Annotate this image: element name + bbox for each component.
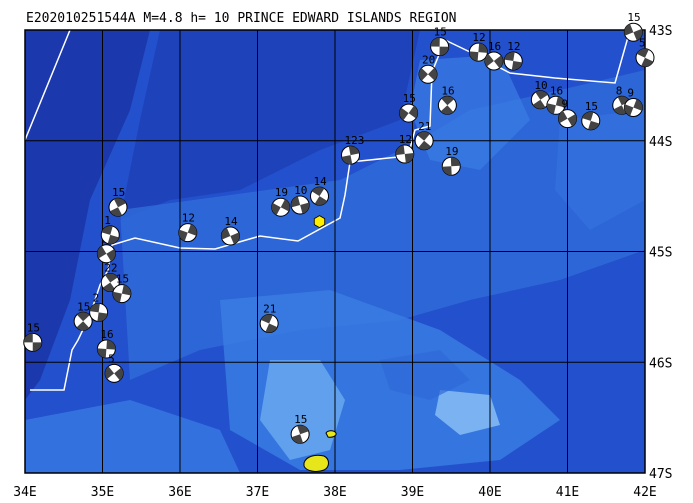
focal-mechanism[interactable]: 16: [437, 84, 457, 115]
focal-mechanism[interactable]: 15: [623, 11, 643, 42]
lat-tick-label: 45S: [649, 246, 672, 261]
prince-edward-island: [325, 430, 337, 438]
lon-tick-label: 42E: [633, 485, 656, 500]
event-depth-label: 9: [627, 87, 634, 100]
lon-tick-label: 38E: [323, 485, 346, 500]
event-depth-label: 15: [585, 100, 598, 113]
event-depth-label: 16: [550, 84, 563, 97]
map-frame: [24, 29, 646, 474]
focal-mechanism[interactable]: 16: [546, 84, 566, 115]
event-depth-label: 15: [27, 321, 40, 334]
focal-mechanism[interactable]: 16: [96, 328, 116, 359]
event-depth-label: 12: [507, 40, 520, 53]
lon-tick-label: 39E: [401, 485, 424, 500]
event-depth-label: 15: [627, 11, 640, 24]
lat-tick-label: 46S: [649, 356, 672, 371]
event-depth-label: 16: [488, 40, 501, 53]
focal-mechanisms: 1515165222151115121421151910141231512211…: [23, 11, 655, 444]
event-depth-label: 15: [112, 186, 125, 199]
lon-tick-label: 34E: [13, 485, 36, 500]
focal-mechanism[interactable]: 22: [100, 262, 120, 293]
focal-mechanism[interactable]: 14: [310, 175, 329, 206]
focal-mechanism[interactable]: 9: [623, 87, 643, 118]
focal-mechanism[interactable]: 5: [104, 352, 124, 383]
focal-mechanism[interactable]: 15: [73, 300, 93, 331]
focal-mechanism[interactable]: 15: [399, 92, 419, 123]
focal-mechanism[interactable]: 12: [395, 133, 415, 164]
event-depth-label: 20: [422, 53, 435, 66]
focal-mechanism[interactable]: 15: [290, 413, 310, 444]
focal-mechanism[interactable]: 15: [23, 321, 43, 352]
event-depth-label: 1: [104, 214, 111, 227]
focal-mechanism[interactable]: 12: [178, 212, 198, 243]
event-depth-label: 10: [294, 184, 307, 197]
focal-mechanism[interactable]: 2: [89, 291, 109, 322]
graticule: [25, 30, 645, 473]
event-depth-label: 12: [399, 133, 412, 146]
islands: [303, 430, 337, 472]
event-depth-label: 123: [345, 134, 365, 147]
event-depth-label: 19: [445, 145, 458, 158]
event-depth-label: 9: [562, 98, 569, 111]
focal-mechanism[interactable]: 15: [108, 186, 128, 217]
latitude-labels: 43S 44S 45S 46S 47S: [649, 24, 672, 482]
focal-mechanism[interactable]: 15: [581, 100, 601, 131]
lat-tick-label: 44S: [649, 135, 672, 150]
plate-boundary: [24, 29, 71, 141]
event-depth-label: 2: [93, 291, 100, 304]
epicenter-hexagon-icon: [313, 215, 326, 229]
event-depth-label: 8: [616, 84, 623, 97]
event-depth-label: 16: [100, 328, 113, 341]
event-depth-label: 14: [314, 175, 328, 188]
event-depth-label: 12: [182, 212, 195, 225]
lon-tick-label: 36E: [168, 485, 191, 500]
lat-tick-label: 43S: [649, 24, 672, 39]
event-depth-label: 14: [224, 215, 238, 228]
event-depth-label: 15: [294, 413, 307, 426]
lon-tick-label: 41E: [556, 485, 579, 500]
map-title: E202010251544A M=4.8 h= 10 PRINCE EDWARD…: [26, 11, 456, 26]
event-depth-label: 15: [434, 26, 447, 39]
event-depth-label: 10: [534, 79, 547, 92]
focal-mechanism[interactable]: 14: [220, 215, 240, 246]
focal-mechanism[interactable]: 123: [341, 134, 365, 165]
longitude-labels: 34E 35E 36E 37E 38E 39E 40E 41E 42E: [13, 485, 656, 500]
focal-mechanism[interactable]: 9: [558, 98, 577, 129]
lat-tick-label: 47S: [649, 467, 672, 482]
event-depth-label: 15: [116, 273, 129, 286]
lon-tick-label: 40E: [478, 485, 501, 500]
event-depth-label: 15: [403, 92, 416, 105]
event-depth-label: 5: [108, 352, 115, 365]
event-depth-label: 21: [263, 302, 276, 315]
event-depth-label: 5: [639, 37, 646, 50]
event-depth-label: 12: [472, 31, 485, 44]
focal-mechanism[interactable]: 21: [414, 120, 434, 151]
focal-mechanism[interactable]: 19: [441, 145, 461, 176]
focal-mechanism[interactable]: 19: [271, 186, 291, 217]
focal-mechanism[interactable]: 20: [418, 53, 438, 84]
lon-tick-label: 37E: [246, 485, 269, 500]
event-depth-label: 15: [77, 300, 90, 313]
focal-mechanism[interactable]: 15: [430, 26, 450, 57]
focal-mechanism[interactable]: 21: [259, 302, 279, 333]
focal-mechanism[interactable]: 16: [484, 40, 504, 71]
focal-mechanism[interactable]: 5: [635, 37, 655, 68]
lon-tick-label: 35E: [91, 485, 114, 500]
marion-island: [303, 454, 329, 472]
focal-mechanism[interactable]: 12: [503, 40, 523, 71]
event-depth-label: 22: [104, 262, 117, 275]
focal-mechanism[interactable]: 1: [100, 214, 120, 245]
event-depth-label: 16: [441, 84, 454, 97]
focal-mechanism[interactable]: 12: [468, 31, 488, 62]
event-depth-label: 21: [418, 120, 431, 133]
event-depth-label: 19: [275, 186, 288, 199]
focal-mechanism[interactable]: 15: [112, 273, 132, 304]
focal-mechanism[interactable]: 10: [290, 184, 310, 215]
